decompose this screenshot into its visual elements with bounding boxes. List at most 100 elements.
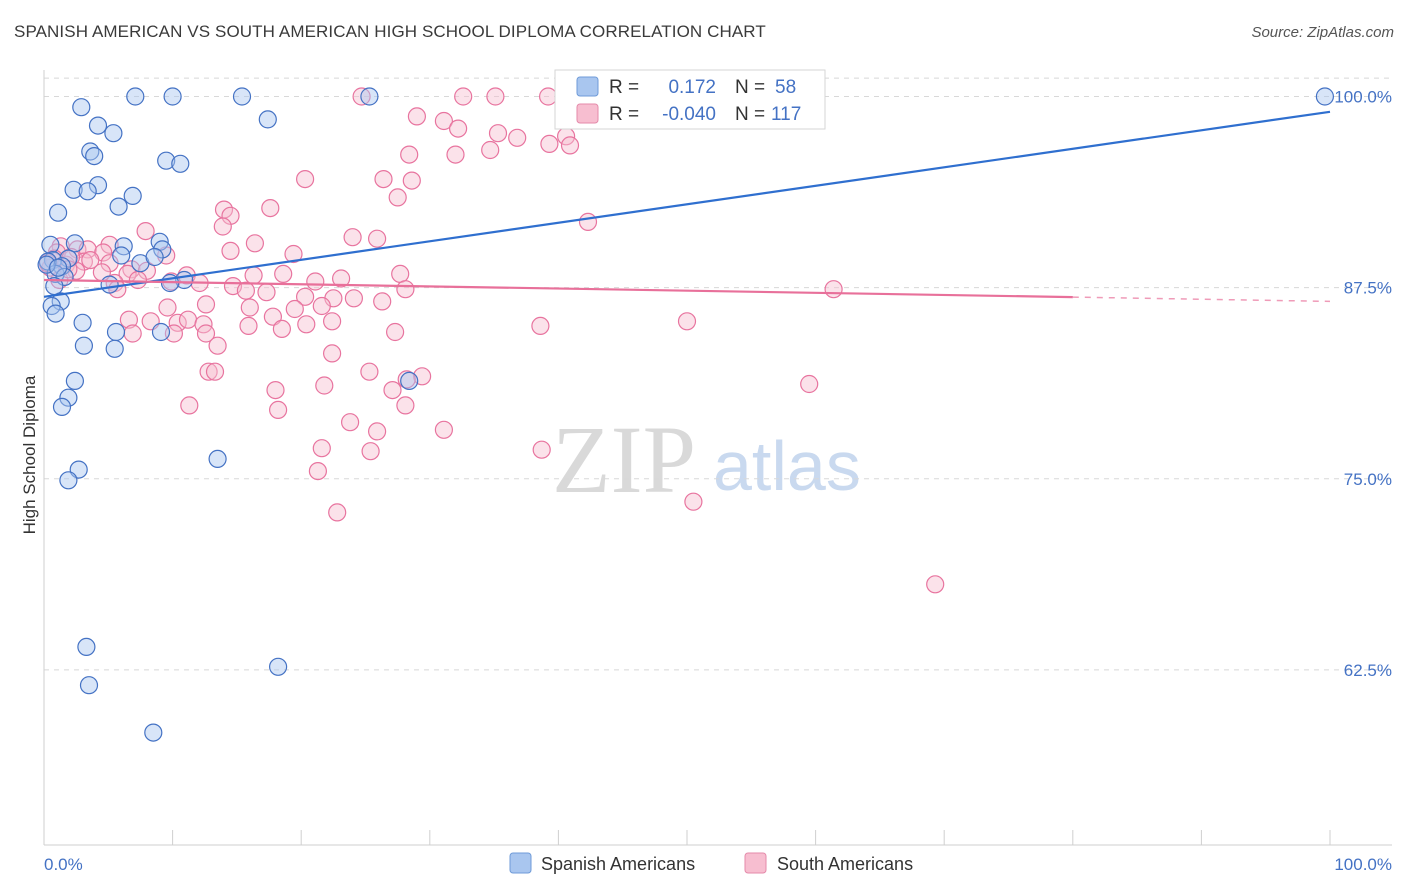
south-american-point bbox=[434, 420, 453, 439]
south-american-point bbox=[81, 251, 100, 270]
spanish-american-point bbox=[48, 258, 68, 277]
chart-title: SPANISH AMERICAN VS SOUTH AMERICAN HIGH … bbox=[14, 22, 766, 41]
south-american-point bbox=[926, 575, 945, 594]
south-american-point bbox=[488, 124, 508, 143]
south-american-point bbox=[368, 229, 387, 248]
y-tick-label: 62.5% bbox=[1344, 661, 1392, 680]
spanish-american-point bbox=[126, 87, 145, 106]
south-american-point bbox=[269, 400, 288, 419]
spanish-american-point bbox=[48, 203, 68, 222]
watermark: ZIP atlas bbox=[552, 406, 861, 513]
south-american-point bbox=[434, 111, 453, 131]
south-american-point bbox=[361, 442, 380, 461]
spanish-american-point bbox=[208, 449, 227, 468]
spanish-american-point bbox=[65, 234, 85, 253]
legend-box bbox=[554, 69, 826, 130]
south-american-point bbox=[446, 145, 465, 164]
south-american-point bbox=[800, 374, 819, 394]
south-americans-trend-line-extension bbox=[1072, 296, 1331, 303]
south-american-point bbox=[296, 170, 315, 189]
spanish-american-point bbox=[79, 676, 99, 695]
south-american-point bbox=[119, 310, 138, 329]
legend-n-label-2: N = bbox=[735, 104, 765, 125]
spanish-american-point bbox=[46, 304, 65, 323]
spanish-american-point bbox=[105, 339, 124, 358]
south-american-point bbox=[180, 396, 199, 415]
spanish-american-point bbox=[74, 336, 94, 355]
south-american-point bbox=[244, 266, 263, 285]
south-american-point bbox=[323, 312, 342, 331]
spanish-american-point bbox=[77, 637, 96, 657]
spanish-american-point bbox=[145, 247, 164, 267]
south-american-point bbox=[373, 292, 392, 311]
south-american-point bbox=[374, 170, 393, 189]
legend-n-label-1: N = bbox=[735, 77, 765, 98]
south-american-point bbox=[540, 134, 559, 153]
south-american-point bbox=[213, 217, 232, 236]
south-american-point bbox=[205, 362, 225, 381]
south-american-point bbox=[341, 413, 360, 432]
spanish-american-point bbox=[1315, 87, 1335, 106]
south-american-point bbox=[343, 228, 362, 247]
spanish-american-point bbox=[37, 255, 56, 274]
spanish-american-point bbox=[88, 176, 108, 195]
spanish-american-point bbox=[144, 723, 163, 742]
south-american-point bbox=[677, 312, 697, 331]
south-american-point bbox=[312, 439, 331, 458]
bottom-legend-swatch-blue bbox=[509, 852, 532, 874]
spanish-american-point bbox=[258, 110, 277, 129]
chart-source: Source: ZipAtlas.com bbox=[1251, 24, 1394, 41]
south-american-point bbox=[454, 87, 473, 106]
south-american-point bbox=[449, 119, 468, 138]
spanish-american-point bbox=[269, 657, 288, 676]
south-american-point bbox=[284, 244, 303, 264]
south-american-point bbox=[296, 287, 315, 306]
spanish-american-point bbox=[64, 180, 83, 199]
spanish-american-point bbox=[109, 197, 128, 216]
legend-swatch-blue bbox=[576, 76, 599, 97]
south-american-point bbox=[486, 87, 505, 106]
south-american-point bbox=[368, 422, 387, 441]
south-american-point bbox=[481, 140, 500, 160]
south-american-point bbox=[263, 307, 282, 326]
bottom-legend-swatch-pink bbox=[744, 852, 767, 874]
legend-r-value-1: 0.172 bbox=[668, 77, 716, 98]
south-american-point bbox=[274, 264, 293, 283]
south-american-point bbox=[323, 344, 342, 363]
spanish-american-point bbox=[59, 471, 78, 490]
spanish-american-point bbox=[104, 124, 123, 143]
south-american-point bbox=[306, 272, 325, 291]
south-american-point bbox=[261, 199, 280, 218]
spanish-american-point bbox=[41, 235, 60, 254]
spanish-american-point bbox=[88, 116, 108, 135]
spanish-american-point bbox=[400, 371, 419, 390]
south-american-point bbox=[272, 319, 291, 338]
south-american-point bbox=[308, 462, 327, 481]
spanish-american-point bbox=[65, 371, 85, 390]
south-american-point bbox=[328, 503, 347, 522]
y-tick-labels: 100.0% 87.5% 75.0% 62.5% bbox=[1334, 88, 1392, 680]
south-american-point bbox=[178, 310, 198, 329]
south-americans-trend-line bbox=[43, 278, 1073, 299]
south-american-point bbox=[684, 492, 703, 511]
legend-r-value-2: -0.040 bbox=[662, 104, 716, 125]
legend-swatch-pink bbox=[576, 103, 599, 124]
grid-lines bbox=[44, 77, 1392, 671]
spanish-american-point bbox=[73, 313, 92, 332]
spanish-american-point bbox=[153, 240, 172, 259]
spanish-american-point bbox=[59, 388, 78, 407]
south-american-point bbox=[257, 283, 276, 302]
south-american-point bbox=[285, 299, 304, 319]
spanish-american-point bbox=[59, 249, 78, 268]
south-american-point bbox=[199, 362, 218, 381]
legend-n-value-1: 58 bbox=[775, 77, 796, 98]
spanish-american-point bbox=[157, 151, 176, 170]
y-axis-title: High School Diploma bbox=[20, 375, 39, 534]
spanish-american-point bbox=[112, 246, 131, 265]
south-american-point bbox=[158, 298, 177, 317]
south-american-point bbox=[532, 440, 551, 459]
legend-r-label-1: R = bbox=[609, 77, 639, 98]
spanish-american-point bbox=[232, 87, 252, 106]
spanish-american-point bbox=[52, 397, 72, 416]
south-american-point bbox=[383, 381, 402, 400]
